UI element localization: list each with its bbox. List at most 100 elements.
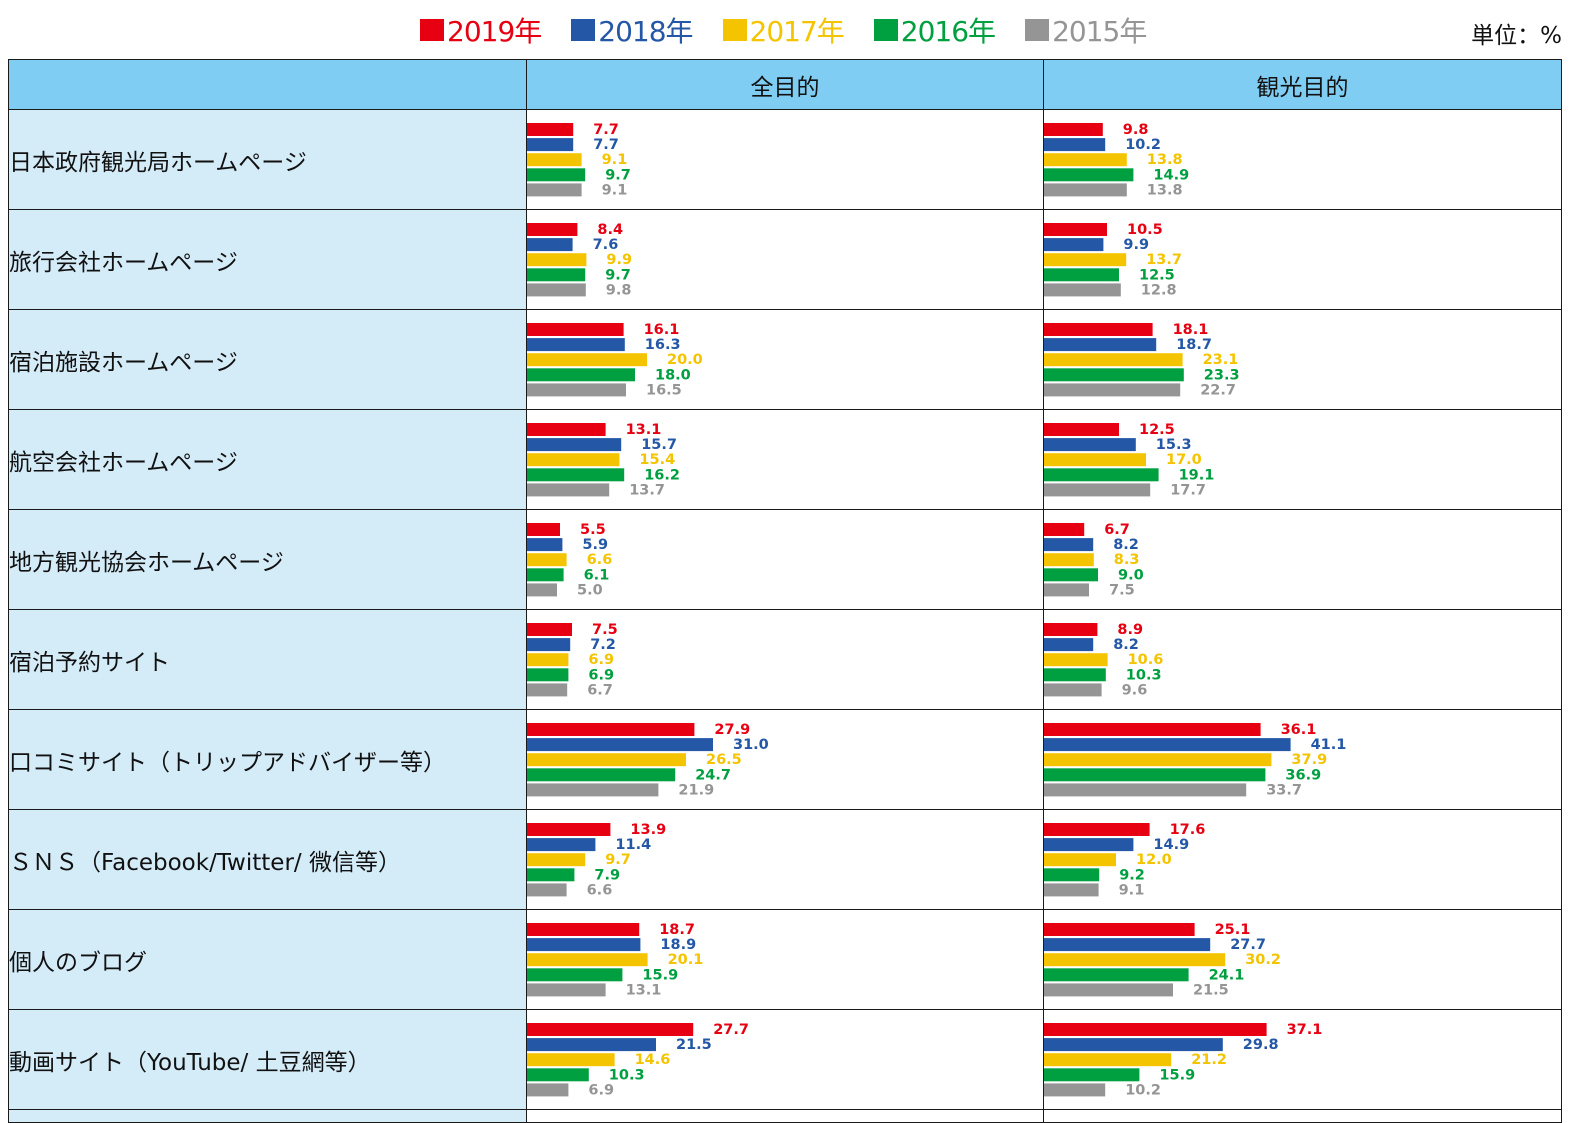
data-label: 6.1 — [584, 567, 610, 583]
data-label: 7.5 — [1109, 582, 1135, 598]
bar-2016年 — [1044, 368, 1184, 382]
data-label: 6.7 — [1104, 522, 1130, 538]
data-label: 15.9 — [1159, 1067, 1195, 1083]
data-label: 29.8 — [1243, 1037, 1279, 1053]
chart-cell-tourism: 36.1 41.1 37.9 36.9 33.7 — [1043, 709, 1562, 810]
column-header-all: 全目的 — [526, 59, 1044, 110]
table-row: 口コミサイト（トリップアドバイザー等） 27.9 31.0 26.5 24.7 21.9 3… — [8, 709, 1562, 810]
bar-2018年 — [527, 938, 641, 952]
data-label: 21.5 — [1193, 982, 1229, 998]
bar-2016年 — [1044, 668, 1106, 682]
bar-2016年 — [527, 368, 635, 382]
data-label: 10.5 — [1127, 222, 1163, 238]
table-row: 航空会社ホームページ 13.1 15.7 15.4 16.2 13.7 12.5 15.3 17… — [8, 409, 1562, 510]
bar-2019年 — [1044, 223, 1107, 236]
data-label: 12.0 — [1136, 852, 1172, 868]
bar-2016年 — [1044, 468, 1159, 482]
bar-group-tourism: 9.810.213.814.913.8 — [1044, 122, 1189, 198]
category-label: 航空会社ホームページ — [8, 409, 527, 510]
bar-2016年 — [527, 768, 676, 782]
chart-cell-tourism: 12.5 15.3 17.0 19.1 17.7 — [1043, 409, 1562, 510]
data-label: 5.9 — [582, 537, 608, 553]
bar-2015年 — [1044, 1083, 1106, 1097]
bar-2016年 — [527, 668, 569, 682]
bar-2019年 — [1044, 123, 1103, 136]
bar-2018年 — [1044, 838, 1134, 852]
data-label: 8.4 — [597, 222, 623, 238]
bar-2017年 — [1044, 353, 1183, 367]
chart-cell-all: 27.9 31.0 26.5 24.7 21.9 — [526, 709, 1044, 810]
bar-2018年 — [527, 738, 713, 752]
bar-2016年 — [1044, 568, 1098, 582]
data-label: 36.1 — [1281, 722, 1317, 738]
bar-2019年 — [1044, 423, 1119, 436]
bar-2018年 — [1044, 138, 1106, 152]
bar-2019年 — [527, 723, 695, 736]
legend-item: 2019年 — [420, 10, 542, 50]
chart-cell-tourism: 9.8 10.2 13.8 14.9 13.8 — [1043, 109, 1562, 210]
bar-2015年 — [527, 183, 582, 197]
data-label: 9.1 — [602, 152, 628, 168]
bar-2019年 — [1044, 623, 1098, 636]
bar-group-all: 5.55.96.66.15.0 — [527, 522, 612, 598]
data-label: 9.1 — [602, 182, 628, 198]
bar-group-all: 7.57.26.96.96.7 — [527, 622, 618, 698]
bar-2015年 — [1044, 683, 1102, 697]
chart-cell-all: 18.7 18.9 20.1 15.9 13.1 — [526, 909, 1044, 1010]
bar-group-tourism: 25.127.730.224.121.5 — [1044, 922, 1281, 998]
bar-group-all: 27.721.5 14.610.36.9 — [527, 1022, 749, 1098]
bar-group-tourism: 37.1 29.8 21.215.910.2 — [1044, 1022, 1323, 1098]
data-label: 18.7 — [659, 922, 695, 938]
data-label: 13.8 — [1147, 152, 1183, 168]
bar-2018年 — [527, 338, 625, 352]
data-label: 9.8 — [606, 282, 632, 298]
bar-2015年 — [527, 383, 626, 397]
data-label: 13.9 — [630, 822, 666, 838]
table-row: 宿泊施設ホームページ 16.1 16.3 20.0 18.0 16.5 18.1 18.7 23… — [8, 309, 1562, 410]
table-row: 個人のブログ 18.7 18.9 20.1 15.9 13.1 25.1 27.7 30.2 24… — [8, 909, 1562, 1010]
legend-swatch — [722, 19, 747, 41]
bar-2016年 — [1044, 1068, 1140, 1082]
data-label: 7.7 — [593, 122, 619, 138]
data-label: 15.7 — [641, 437, 677, 453]
data-label: 11.4 — [615, 837, 651, 853]
data-label: 7.5 — [592, 622, 618, 638]
table-row: 旅行会社ホームページ 8.4 7.6 9.9 9.7 9.8 10.5 9.9 13.7 12.5… — [8, 209, 1562, 310]
bar-2015年 — [1044, 183, 1127, 197]
bar-2016年 — [527, 168, 586, 182]
data-label: 20.1 — [668, 952, 704, 968]
category-label: 宿泊施設ホームページ — [8, 309, 527, 410]
bar-group-all: 18.718.920.115.913.1 — [527, 922, 704, 998]
bar-2017年 — [1044, 853, 1116, 867]
bar-group-all: 16.116.320.018.016.5 — [527, 322, 703, 398]
data-label: 7.6 — [593, 237, 619, 253]
bar-2017年 — [527, 453, 620, 467]
data-label: 13.1 — [626, 422, 662, 438]
data-label: 16.5 — [646, 382, 682, 398]
data-label: 37.1 — [1287, 1022, 1323, 1038]
data-label: 13.7 — [629, 482, 665, 498]
bar-2018年 — [527, 538, 563, 552]
data-label: 30.2 — [1245, 952, 1281, 968]
bar-2019年 — [527, 823, 611, 836]
data-label: 17.0 — [1166, 452, 1202, 468]
data-label: 8.9 — [1117, 622, 1143, 638]
data-label: 22.7 — [1200, 382, 1236, 398]
data-label: 33.7 — [1266, 782, 1302, 798]
legend-item: 2017年 — [722, 10, 845, 50]
table-row: 地方観光協会ホームページ 5.5 5.9 6.6 6.1 5.0 6.7 8.2 8.3 9.0 7… — [8, 509, 1562, 610]
data-label: 16.3 — [645, 337, 681, 353]
category-label: 日本政府観光局ホームページ — [8, 109, 527, 210]
bar-2018年 — [527, 1038, 656, 1052]
data-label: 14.9 — [1153, 837, 1189, 853]
data-label: 15.4 — [639, 452, 675, 468]
bar-2019年 — [1044, 323, 1153, 336]
chart-cell-tourism: 18.1 18.7 23.1 23.3 22.7 — [1043, 309, 1562, 410]
chart-cell-all: 8.4 7.6 9.9 9.7 9.8 — [526, 209, 1044, 310]
bar-2016年 — [1044, 268, 1119, 282]
bar-2017年 — [1044, 753, 1272, 767]
unit-label: 単位：% — [1471, 23, 1562, 49]
data-label: 14.9 — [1153, 167, 1189, 183]
legend-label: 2019年 — [447, 15, 542, 48]
legend-label: 2017年 — [749, 15, 845, 48]
